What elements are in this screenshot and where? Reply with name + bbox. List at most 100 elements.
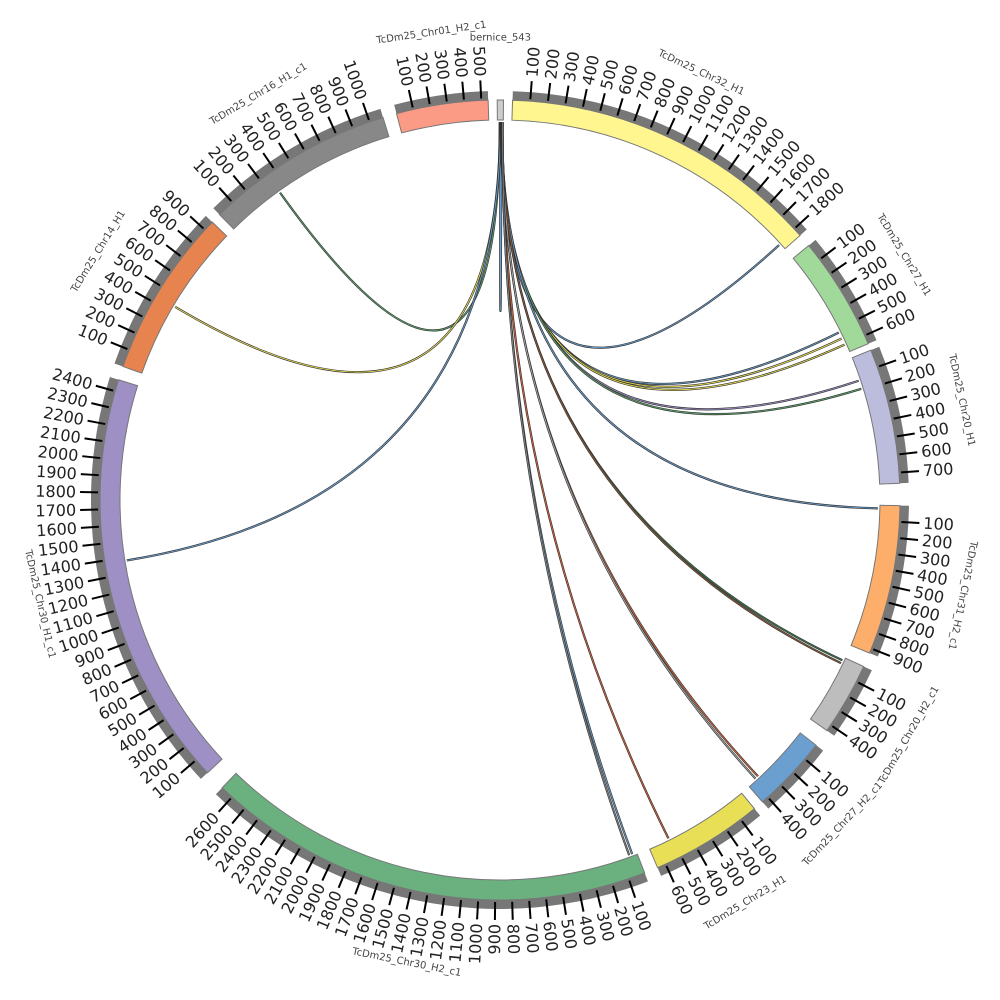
link-ribbon	[126, 122, 502, 561]
link-TcDm25_Chr16_H1_c1[interactable]	[279, 121, 501, 332]
chromosome-segment[interactable]	[850, 504, 901, 654]
tick-mark	[888, 601, 907, 609]
chromosome-segment[interactable]	[496, 99, 504, 121]
tick-mark	[649, 110, 659, 128]
chromosome-segment[interactable]	[395, 99, 490, 134]
tick-mark	[262, 152, 275, 169]
chromosome-segment[interactable]	[511, 99, 801, 250]
tick-mark	[121, 674, 139, 685]
tick-mark	[247, 163, 260, 179]
tick-mark	[82, 455, 101, 460]
link-TcDm25_Chr30_H2_c1[interactable]	[501, 122, 634, 855]
tick-mark	[681, 857, 692, 875]
tick-mark	[458, 900, 463, 919]
tick-mark	[878, 359, 897, 368]
tick-mark	[884, 377, 903, 385]
tick-mark	[805, 759, 821, 773]
tick-mark	[782, 201, 797, 216]
chromosome-segment[interactable]	[748, 732, 817, 803]
tick-mark	[562, 896, 567, 915]
chromosome-segment[interactable]	[122, 221, 228, 374]
tick-mark	[110, 341, 128, 350]
tick-mark	[599, 93, 606, 111]
link-TcDm25_Chr20_H2_c1[interactable]	[500, 121, 843, 662]
chromosome-segment[interactable]	[99, 379, 223, 774]
link-ribbon	[501, 122, 842, 664]
tick-mark	[80, 525, 99, 529]
tick-mark	[831, 261, 848, 274]
link-ribbon	[501, 122, 843, 661]
tick-mark	[362, 102, 370, 121]
link-outline	[501, 122, 670, 839]
tick-mark	[259, 829, 272, 846]
link-outline	[501, 122, 631, 856]
tick-mark	[289, 848, 301, 865]
link-ribbon	[279, 121, 501, 331]
tick-mark	[889, 395, 908, 402]
tick-mark	[756, 176, 770, 192]
tick-mark	[217, 797, 232, 813]
tick-mark	[696, 849, 708, 867]
tick-mark	[114, 658, 132, 668]
tick-mark	[726, 830, 739, 847]
tick-label: 800	[503, 924, 523, 955]
chromosome-segment[interactable]	[221, 772, 646, 901]
link-TcDm25_Chr30_H2_c1[interactable]	[501, 122, 631, 856]
tick-mark	[327, 116, 337, 134]
tick-label: 100	[523, 46, 544, 78]
tick-mark	[582, 88, 588, 107]
tick-mark	[858, 309, 876, 320]
tick-mark	[628, 880, 637, 898]
tick-mark	[461, 81, 465, 100]
tick-mark	[768, 797, 782, 813]
tick-mark	[218, 186, 232, 202]
chromosome-segment[interactable]	[851, 349, 901, 485]
tick-mark	[310, 124, 321, 142]
chromosome-segment[interactable]	[792, 244, 869, 353]
tick-label: 500	[557, 917, 581, 950]
tick-mark	[528, 900, 532, 919]
tick-label: 1600	[36, 519, 78, 541]
tick-label: 700	[922, 459, 954, 480]
tick-mark	[232, 174, 246, 191]
tick-mark	[866, 326, 884, 336]
tick-mark	[794, 214, 810, 229]
tick-mark	[125, 307, 143, 318]
tick-mark	[901, 520, 920, 524]
chromosome-segment[interactable]	[649, 792, 756, 869]
link-TcDm25_Chr27_H2_c1[interactable]	[501, 122, 759, 778]
link-TcDm25_Chr23_H1[interactable]	[501, 122, 670, 839]
tick-mark	[274, 839, 286, 856]
chromosome-segment[interactable]	[809, 657, 865, 732]
tick-label: 400	[450, 46, 472, 78]
tick-mark	[337, 870, 347, 889]
tick-mark	[177, 229, 193, 243]
tick-mark	[769, 188, 784, 204]
tick-mark	[144, 274, 161, 287]
tick-mark	[129, 689, 147, 701]
link-ribbon	[501, 122, 759, 777]
link-ribbon	[501, 122, 669, 839]
tick-mark	[101, 626, 120, 635]
link-TcDm25_Chr30_H1_c1[interactable]	[126, 121, 502, 562]
tick-mark	[117, 324, 135, 334]
tick-mark	[892, 585, 911, 592]
link-bernice_543[interactable]	[499, 121, 503, 312]
tick-mark	[893, 413, 912, 420]
link-TcDm25_Chr20_H2_c1[interactable]	[501, 122, 842, 665]
tick-band	[869, 505, 909, 657]
tick-mark	[158, 733, 174, 746]
tick-mark	[388, 887, 395, 906]
tick-mark	[476, 901, 480, 920]
tick-mark	[371, 882, 379, 901]
tick-mark	[84, 437, 103, 443]
link-TcDm25_Chr27_H2_c1[interactable]	[501, 122, 757, 780]
tick-band	[114, 215, 213, 367]
tick-mark	[831, 725, 848, 738]
tick-mark	[741, 820, 754, 837]
tick-mark	[245, 819, 258, 836]
chromosome-segment[interactable]	[218, 116, 390, 230]
tick-mark	[440, 897, 446, 917]
